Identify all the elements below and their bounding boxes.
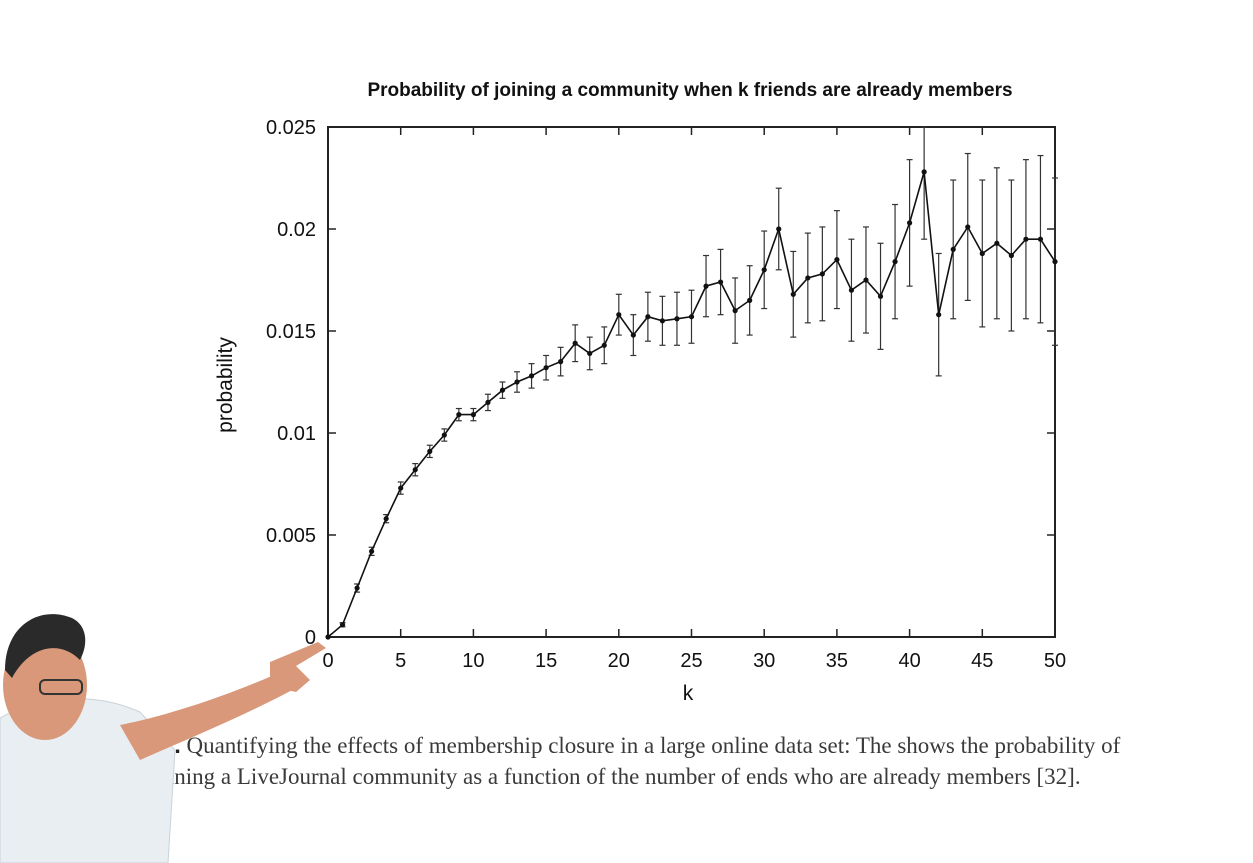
y-axis-label: probability <box>214 337 237 433</box>
data-point <box>412 467 418 473</box>
y-tick-label: 0.005 <box>266 525 316 547</box>
data-point <box>339 622 346 628</box>
presenter-arm <box>120 668 300 760</box>
data-point <box>674 316 680 322</box>
data-point <box>892 259 898 265</box>
data-point <box>630 332 636 338</box>
x-tick-label: 20 <box>608 650 630 672</box>
x-tick-label: 0 <box>322 650 333 672</box>
data-point <box>776 226 782 232</box>
data-point <box>354 585 360 591</box>
error-bar <box>921 126 928 240</box>
data-point <box>369 548 375 554</box>
data-point <box>921 169 927 175</box>
data-point <box>616 312 622 318</box>
data-point <box>601 342 607 348</box>
x-tick-label: 30 <box>753 650 775 672</box>
data-point <box>936 312 942 318</box>
y-axis: 0 0.005 0.01 0.015 0.02 0.025 <box>266 117 1055 649</box>
x-tick-label: 5 <box>395 650 406 672</box>
data-point <box>747 297 753 303</box>
x-tick-label: 50 <box>1044 650 1066 672</box>
data-point <box>994 240 1000 246</box>
plot-frame <box>327 126 1056 638</box>
data-point <box>485 399 491 405</box>
x-tick-label: 40 <box>898 650 920 672</box>
data-point <box>1052 259 1058 265</box>
y-tick-label: 0.02 <box>277 219 316 241</box>
data-point <box>863 277 869 283</box>
data-point <box>499 387 506 393</box>
y-tick-label: 0.025 <box>266 117 316 139</box>
presenter-pointing-icon <box>0 614 326 863</box>
data-point <box>950 246 956 252</box>
data-point <box>441 432 447 438</box>
y-tick-label: 0.015 <box>266 321 316 343</box>
data-point <box>543 365 549 371</box>
data-point <box>325 634 331 640</box>
data-point <box>456 412 462 418</box>
data-point <box>848 287 855 293</box>
data-point <box>790 291 796 297</box>
data-point <box>1008 252 1014 259</box>
data-point <box>717 279 724 285</box>
data-point <box>659 318 666 324</box>
data-point <box>1023 236 1029 242</box>
x-axis: 0 5 10 15 20 25 30 35 40 45 50 <box>322 127 1066 672</box>
data-point <box>572 340 578 346</box>
data-point <box>1037 236 1044 242</box>
chart-title: Probability of joining a community when … <box>367 80 1012 101</box>
y-tick-label: 0 <box>305 627 316 649</box>
data-point <box>805 275 811 281</box>
data-point <box>703 283 709 289</box>
data-point <box>877 293 884 299</box>
figure-caption: 11. Quantifying the effects of membershi… <box>150 730 1135 792</box>
data-point <box>819 271 825 277</box>
data-point <box>470 412 476 418</box>
error-bars <box>339 126 1058 628</box>
x-tick-label: 25 <box>680 650 702 672</box>
data-point <box>688 314 695 320</box>
data-point <box>979 250 985 257</box>
data-point <box>645 314 651 320</box>
data-point <box>558 359 564 365</box>
data-point <box>587 350 593 357</box>
y-tick-label: 0.01 <box>277 423 316 445</box>
x-tick-label: 10 <box>462 650 484 672</box>
data-point <box>427 448 433 454</box>
presenter-hand <box>270 642 326 692</box>
presenter-glasses <box>39 679 83 695</box>
x-tick-label: 15 <box>535 650 557 672</box>
data-point <box>514 379 520 385</box>
caption-text: Quantifying the effects of membership cl… <box>150 733 1121 789</box>
data-point <box>383 516 389 522</box>
data-point <box>528 373 535 379</box>
x-axis-label: k <box>683 682 694 705</box>
x-tick-label: 45 <box>971 650 993 672</box>
data-point <box>834 257 840 263</box>
data-point <box>907 220 913 226</box>
data-points <box>325 169 1058 640</box>
presenter-hair <box>5 614 86 678</box>
x-tick-label: 35 <box>826 650 848 672</box>
series-line <box>327 171 1056 638</box>
data-point <box>965 224 971 230</box>
data-point <box>761 267 767 273</box>
data-point <box>398 485 404 491</box>
data-point <box>732 308 738 314</box>
